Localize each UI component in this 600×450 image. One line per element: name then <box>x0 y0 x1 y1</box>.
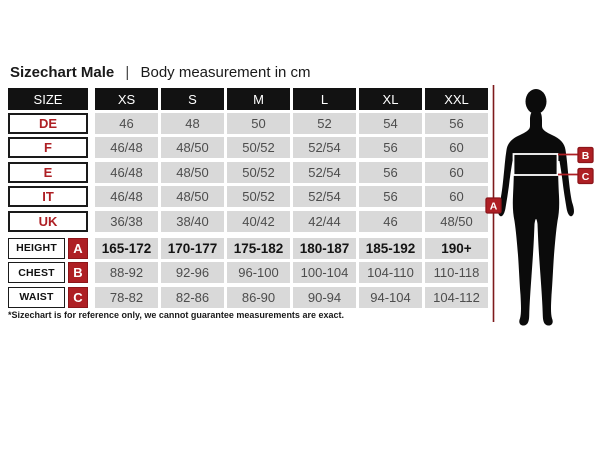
measurement-band <box>512 153 559 176</box>
body-measurement-figure: A B C <box>485 85 594 326</box>
chest-b-badge: B <box>68 262 88 283</box>
cell-height-s: 170-177 <box>161 237 224 259</box>
footnote-text: *Sizechart is for reference only, we can… <box>8 310 344 320</box>
cell-de-s: 48 <box>161 112 224 134</box>
cell-e-s: 48/50 <box>161 161 224 183</box>
figure-marker-c-badge <box>577 167 594 185</box>
table-row-uk: UK 36/38 38/40 40/42 42/44 46 48/50 <box>8 210 494 232</box>
header-col-xl: XL <box>359 88 422 110</box>
cell-it-l: 52/54 <box>293 186 356 207</box>
cell-it-xs: 46/48 <box>95 186 158 207</box>
figure-marker-c-label: C <box>582 171 590 183</box>
row-label-f: F <box>8 137 88 158</box>
header-col-s: S <box>161 88 224 110</box>
page-title-main: Sizechart Male <box>10 64 115 81</box>
page-title: Sizechart Male | Body measurement in cm <box>10 64 311 81</box>
cell-de-m: 50 <box>227 112 290 134</box>
cell-de-l: 52 <box>293 112 356 134</box>
male-silhouette-icon <box>498 89 574 326</box>
row-label-de: DE <box>8 112 88 134</box>
table-row-chest: CHEST B 88-92 92-96 96-100 100-104 104-1… <box>8 262 494 283</box>
table-row-de: DE 46 48 50 52 54 56 <box>8 112 494 134</box>
title-separator: | <box>125 64 130 81</box>
row-label-it: IT <box>8 186 88 207</box>
cell-it-s: 48/50 <box>161 186 224 207</box>
sizechart-table: SIZE XS S M L XL XXL DE 46 48 50 52 54 5… <box>8 88 494 311</box>
header-col-xxl: XXL <box>425 88 488 110</box>
cell-it-xxl: 60 <box>425 186 488 207</box>
cell-chest-xl: 104-110 <box>359 262 422 283</box>
cell-e-m: 50/52 <box>227 161 290 183</box>
cell-chest-m: 96-100 <box>227 262 290 283</box>
cell-height-m: 175-182 <box>227 237 290 259</box>
cell-f-s: 48/50 <box>161 137 224 158</box>
cell-e-l: 52/54 <box>293 161 356 183</box>
cell-uk-s: 38/40 <box>161 210 224 232</box>
cell-waist-xs: 78-82 <box>95 286 158 308</box>
header-col-l: L <box>293 88 356 110</box>
row-label-uk: UK <box>8 210 88 232</box>
cell-uk-l: 42/44 <box>293 210 356 232</box>
cell-uk-xxl: 48/50 <box>425 210 488 232</box>
figure-marker-b-badge <box>577 146 594 164</box>
cell-chest-s: 92-96 <box>161 262 224 283</box>
cell-f-xs: 46/48 <box>95 137 158 158</box>
cell-f-xl: 56 <box>359 137 422 158</box>
cell-f-l: 52/54 <box>293 137 356 158</box>
cell-waist-xxl: 104-112 <box>425 286 488 308</box>
header-col-xs: XS <box>95 88 158 110</box>
waist-c-badge: C <box>68 286 88 308</box>
cell-it-m: 50/52 <box>227 186 290 207</box>
cell-f-xxl: 60 <box>425 137 488 158</box>
cell-waist-s: 82-86 <box>161 286 224 308</box>
cell-f-m: 50/52 <box>227 137 290 158</box>
cell-uk-xs: 36/38 <box>95 210 158 232</box>
cell-uk-xl: 46 <box>359 210 422 232</box>
row-label-e: E <box>8 161 88 183</box>
table-row-e: E 46/48 48/50 50/52 52/54 56 60 <box>8 161 494 183</box>
cell-height-xl: 185-192 <box>359 237 422 259</box>
row-label-chest: CHEST <box>8 262 65 283</box>
table-row-f: F 46/48 48/50 50/52 52/54 56 60 <box>8 137 494 158</box>
table-header-row: SIZE XS S M L XL XXL <box>8 88 494 110</box>
cell-waist-m: 86-90 <box>227 286 290 308</box>
table-row-waist: WAIST C 78-82 82-86 86-90 90-94 94-104 1… <box>8 286 494 308</box>
cell-chest-xxl: 110-118 <box>425 262 488 283</box>
height-a-badge: A <box>68 237 88 259</box>
cell-chest-xs: 88-92 <box>95 262 158 283</box>
cell-waist-l: 90-94 <box>293 286 356 308</box>
figure-marker-a-label: A <box>490 201 498 213</box>
cell-de-xxl: 56 <box>425 112 488 134</box>
header-col-m: M <box>227 88 290 110</box>
row-label-height: HEIGHT <box>8 237 65 259</box>
cell-de-xl: 54 <box>359 112 422 134</box>
cell-height-l: 180-187 <box>293 237 356 259</box>
cell-uk-m: 40/42 <box>227 210 290 232</box>
cell-height-xs: 165-172 <box>95 237 158 259</box>
page-title-subtitle: Body measurement in cm <box>140 64 311 81</box>
cell-de-xs: 46 <box>95 112 158 134</box>
cell-e-xxl: 60 <box>425 161 488 183</box>
figure-marker-b-label: B <box>582 150 590 162</box>
figure-marker-a-badge <box>485 197 502 214</box>
cell-chest-l: 100-104 <box>293 262 356 283</box>
cell-e-xl: 56 <box>359 161 422 183</box>
row-label-waist: WAIST <box>8 286 65 308</box>
table-row-it: IT 46/48 48/50 50/52 52/54 56 60 <box>8 186 494 207</box>
cell-e-xs: 46/48 <box>95 161 158 183</box>
table-row-height: HEIGHT A 165-172 170-177 175-182 180-187… <box>8 237 494 259</box>
cell-it-xl: 56 <box>359 186 422 207</box>
header-size-cell: SIZE <box>8 88 88 110</box>
cell-height-xxl: 190+ <box>425 237 488 259</box>
cell-waist-xl: 94-104 <box>359 286 422 308</box>
